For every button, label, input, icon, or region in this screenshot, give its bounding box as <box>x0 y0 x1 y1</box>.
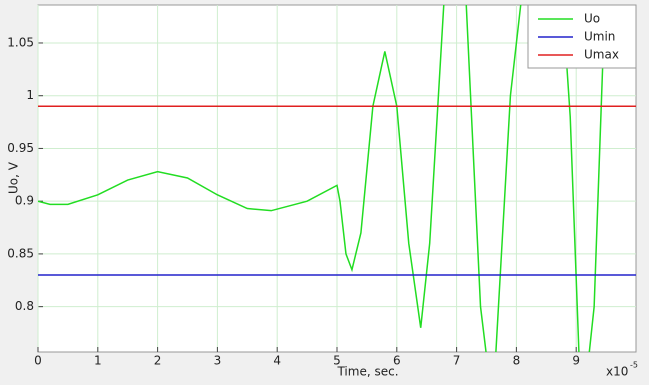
y-axis-label: Uo, V <box>7 161 21 194</box>
y-tick-label: 0.85 <box>7 246 34 260</box>
legend-label: Umin <box>584 30 615 44</box>
y-tick-label: 0.8 <box>15 299 34 313</box>
x-tick-label: 7 <box>453 354 461 368</box>
x-tick-label: 5 <box>333 354 341 368</box>
y-tick-label: 0.9 <box>15 194 34 208</box>
series-group <box>38 5 636 352</box>
y-tick-label: 1 <box>26 88 34 102</box>
x-tick-label: 3 <box>214 354 222 368</box>
x-tick-label: 9 <box>572 354 580 368</box>
line-series <box>38 5 606 352</box>
y-tick-label: 1.05 <box>7 35 34 49</box>
x-tick-label: 4 <box>273 354 281 368</box>
legend-label: Uo <box>584 12 600 26</box>
x-tick-label: 6 <box>393 354 401 368</box>
y-tick-label: 0.95 <box>7 141 34 155</box>
x-tick-label: 1 <box>94 354 102 368</box>
x-exponent: -5 <box>630 361 638 370</box>
x-tick-label: 2 <box>154 354 162 368</box>
legend-label: Umax <box>584 48 619 62</box>
x-axis-label: Time, sec. <box>336 365 398 379</box>
x-tick-label: 8 <box>513 354 521 368</box>
x-tick-label: 0 <box>34 354 42 368</box>
x-multiplier: x10 <box>606 365 628 379</box>
